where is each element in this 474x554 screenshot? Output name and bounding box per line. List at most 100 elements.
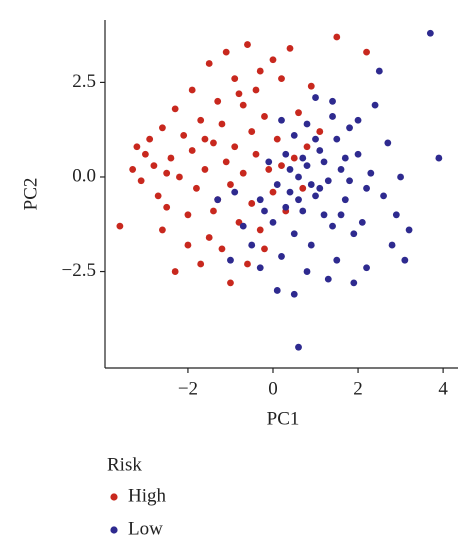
point: [295, 173, 302, 181]
x-tick-label: 0: [268, 378, 278, 399]
point: [129, 166, 137, 173]
point: [286, 166, 294, 173]
point: [256, 67, 264, 75]
y-tick-label: 2.5: [72, 71, 96, 92]
point: [261, 207, 268, 215]
point: [256, 226, 264, 234]
point: [150, 162, 158, 170]
point: [269, 218, 277, 226]
point: [248, 200, 256, 207]
point: [286, 44, 294, 52]
point: [426, 29, 434, 37]
point: [171, 105, 179, 113]
point: [350, 279, 358, 287]
point: [142, 150, 149, 158]
point: [256, 264, 264, 272]
point: [312, 192, 319, 200]
point: [269, 188, 277, 196]
point: [346, 177, 353, 185]
point: [218, 245, 226, 253]
point: [333, 33, 341, 41]
point: [278, 162, 285, 170]
point: [337, 166, 345, 173]
point: [307, 241, 315, 249]
legend-title: Risk: [107, 454, 142, 475]
x-tick-label: 2: [353, 378, 363, 399]
point: [367, 169, 375, 177]
point: [239, 222, 247, 230]
point: [405, 226, 413, 234]
point: [316, 184, 324, 192]
point: [278, 116, 285, 124]
point: [244, 41, 251, 48]
x-tick-label: −2: [178, 378, 198, 399]
point: [380, 192, 387, 200]
point: [358, 218, 366, 226]
point: [252, 150, 260, 158]
point: [214, 196, 222, 204]
point: [341, 196, 349, 204]
point: [269, 56, 277, 64]
y-tick-label: −2.5: [62, 260, 96, 281]
point: [333, 256, 341, 264]
point: [312, 94, 319, 101]
point: [227, 181, 234, 188]
point: [239, 101, 247, 109]
point: [159, 124, 166, 132]
point: [188, 147, 196, 154]
point: [320, 158, 328, 166]
point: [163, 169, 171, 177]
point: [278, 253, 285, 260]
point: [401, 256, 409, 264]
point: [201, 166, 209, 173]
point: [290, 230, 298, 238]
point: [188, 86, 196, 94]
point: [146, 135, 154, 143]
point: [299, 154, 307, 162]
point: [197, 116, 205, 124]
point: [371, 101, 379, 109]
y-tick-label: 0.0: [72, 165, 96, 186]
point: [299, 184, 307, 192]
point: [435, 154, 443, 162]
point: [273, 181, 281, 188]
point: [265, 166, 273, 173]
point: [256, 196, 264, 204]
point: [354, 150, 362, 158]
point: [133, 143, 141, 151]
point: [397, 173, 404, 181]
point: [193, 184, 200, 192]
x-axis-label: PC1: [267, 408, 300, 429]
point: [346, 124, 353, 132]
point: [210, 139, 217, 147]
point: [375, 67, 383, 75]
point: [210, 207, 217, 215]
point: [184, 211, 192, 219]
point: [282, 150, 290, 158]
point: [214, 97, 222, 105]
point: [384, 139, 392, 147]
point: [333, 135, 341, 143]
point: [329, 113, 336, 120]
point: [197, 260, 205, 268]
point: [248, 241, 256, 249]
point: [205, 234, 213, 241]
point: [227, 279, 234, 287]
point: [201, 135, 209, 143]
point: [239, 169, 247, 177]
legend-label: Low: [128, 518, 163, 539]
point: [282, 203, 290, 211]
point: [273, 287, 281, 294]
point: [176, 173, 183, 181]
point: [337, 211, 345, 219]
point: [303, 143, 311, 151]
point: [290, 131, 298, 139]
point: [235, 90, 243, 98]
point: [222, 158, 230, 166]
point: [231, 75, 239, 83]
point: [218, 120, 226, 128]
point: [222, 48, 230, 56]
point: [388, 241, 396, 249]
legend-label: High: [128, 485, 167, 506]
point: [341, 154, 349, 162]
